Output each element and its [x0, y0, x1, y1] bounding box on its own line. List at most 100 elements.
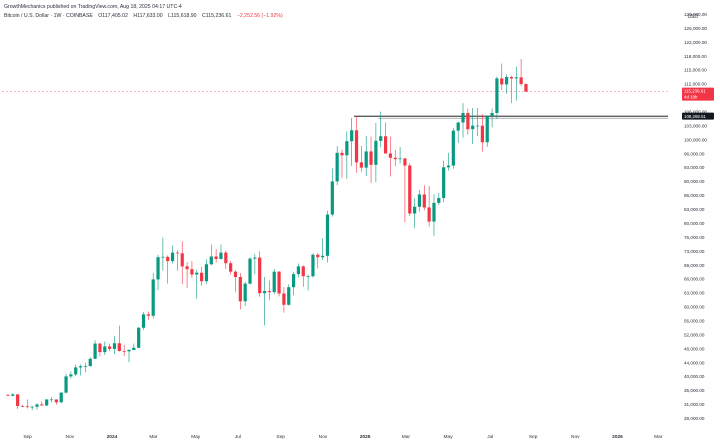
time-tick-label: Mar	[654, 434, 663, 440]
candle-down	[229, 263, 233, 272]
price-tick-label: 122,000.00	[684, 40, 707, 45]
price-axis[interactable]: 130,000.00 126,000.00 122,000.00 118,000.00…	[682, 12, 714, 421]
candle-down	[340, 152, 344, 156]
candle-up	[471, 125, 475, 130]
time-tick-label: Sep	[23, 434, 32, 440]
candle-down	[16, 394, 20, 407]
time-axis[interactable]: Sep Nov 2024 Mar May Jul Sep Nov 2025 Mar May Jul Se…	[23, 434, 663, 440]
candle-up	[243, 283, 247, 302]
candle-up	[262, 291, 267, 294]
candle-up	[451, 130, 455, 166]
time-tick-label: 2024	[107, 434, 118, 440]
candle-up	[170, 252, 175, 262]
candle-down	[316, 254, 320, 258]
price-tick-label: 44,000.00	[684, 360, 705, 365]
candle-down	[166, 256, 170, 262]
time-tick-label: May	[191, 434, 201, 440]
ohlc-low: L115,618.90	[168, 13, 197, 19]
candle-up	[306, 276, 310, 277]
candle-down	[524, 84, 528, 92]
price-tick-label: 73,000.00	[684, 249, 705, 254]
candle-down	[282, 293, 286, 305]
candle-up	[461, 112, 465, 123]
time-tick-label: 2025	[360, 434, 371, 440]
candle-down	[108, 346, 112, 349]
candle-up	[272, 271, 276, 293]
candle-up	[475, 125, 480, 127]
candle-down	[25, 406, 29, 408]
candle-up	[485, 116, 489, 143]
candle-up	[112, 343, 117, 349]
candle-up	[45, 399, 49, 406]
ohlc-change: −2,252.56 (−1.92%)	[236, 13, 283, 19]
candle-up	[325, 214, 330, 256]
price-tick-label: 86,000.00	[684, 193, 705, 198]
price-tick-label: 103,000.00	[684, 123, 707, 128]
plot-area[interactable]	[2, 59, 668, 411]
candle-up	[83, 365, 88, 367]
price-tick-label: 69,000.00	[684, 263, 705, 268]
price-tick-label: 28,000.00	[684, 416, 705, 421]
candle-up	[59, 392, 63, 403]
candle-up	[321, 255, 325, 258]
candle-down	[277, 271, 281, 294]
price-tick-label: 40,000.00	[684, 374, 705, 379]
candle-up	[296, 266, 301, 275]
candle-up	[204, 264, 209, 282]
ohlc-legend: Bitcoin / U.S. Dollar · 1W · COINBASE O1…	[4, 13, 287, 19]
candle-up	[248, 258, 252, 284]
time-tick-label: Nov	[319, 434, 328, 440]
candle-up	[374, 140, 378, 165]
candle-down	[393, 157, 397, 160]
price-tick-label: 52,000.00	[684, 332, 705, 337]
candle-down	[200, 272, 204, 282]
candle-down	[500, 78, 504, 85]
candle-up	[161, 256, 165, 258]
candle-up	[78, 366, 83, 368]
candle-up	[330, 181, 334, 215]
price-tick-label: 66,000.00	[684, 277, 705, 282]
candle-down	[480, 125, 484, 143]
candle-down	[117, 343, 121, 352]
time-tick-label: Nov	[66, 434, 75, 440]
ohlc-close: C115,236.61	[202, 13, 232, 19]
time-tick-label: Jul	[487, 434, 493, 440]
candle-up	[490, 112, 494, 117]
time-tick-label: Nov	[571, 434, 580, 440]
candle-up	[311, 254, 315, 277]
candle-up	[30, 406, 34, 408]
candle-down	[185, 266, 189, 270]
price-tick-label: 35,000.00	[684, 388, 705, 393]
support-level-tag	[682, 112, 714, 120]
candle-up	[398, 158, 402, 160]
candle-up	[456, 122, 460, 131]
candle-down	[422, 194, 426, 208]
price-tick-label: 130,000.00	[684, 12, 707, 17]
candle-up	[417, 194, 422, 207]
candle-up	[504, 77, 509, 85]
candle-up	[64, 376, 68, 393]
candle-down	[224, 252, 228, 264]
candle-up	[156, 257, 160, 280]
candle-up	[345, 141, 349, 156]
candle-down	[6, 395, 10, 396]
candle-down	[40, 404, 44, 406]
price-tick-label: 93,000.00	[684, 165, 705, 170]
candle-down	[146, 314, 150, 316]
candle-down	[98, 343, 102, 353]
symbol-title[interactable]: Bitcoin / U.S. Dollar · 1W · COINBASE	[4, 13, 93, 19]
time-tick-label: May	[444, 434, 454, 440]
price-tick-label: 31,000.00	[684, 402, 705, 407]
candle-down	[383, 136, 388, 154]
candle-up	[151, 279, 155, 316]
candle-up	[413, 206, 417, 214]
price-tick-label: 76,000.00	[684, 235, 705, 240]
candle-up	[253, 257, 257, 259]
candle-down	[267, 291, 271, 293]
time-tick-label: Mar	[149, 434, 158, 440]
price-tick-label: 96,000.00	[684, 151, 705, 156]
candle-up	[209, 256, 213, 265]
ohlc-open: O117,405.02	[98, 13, 128, 19]
